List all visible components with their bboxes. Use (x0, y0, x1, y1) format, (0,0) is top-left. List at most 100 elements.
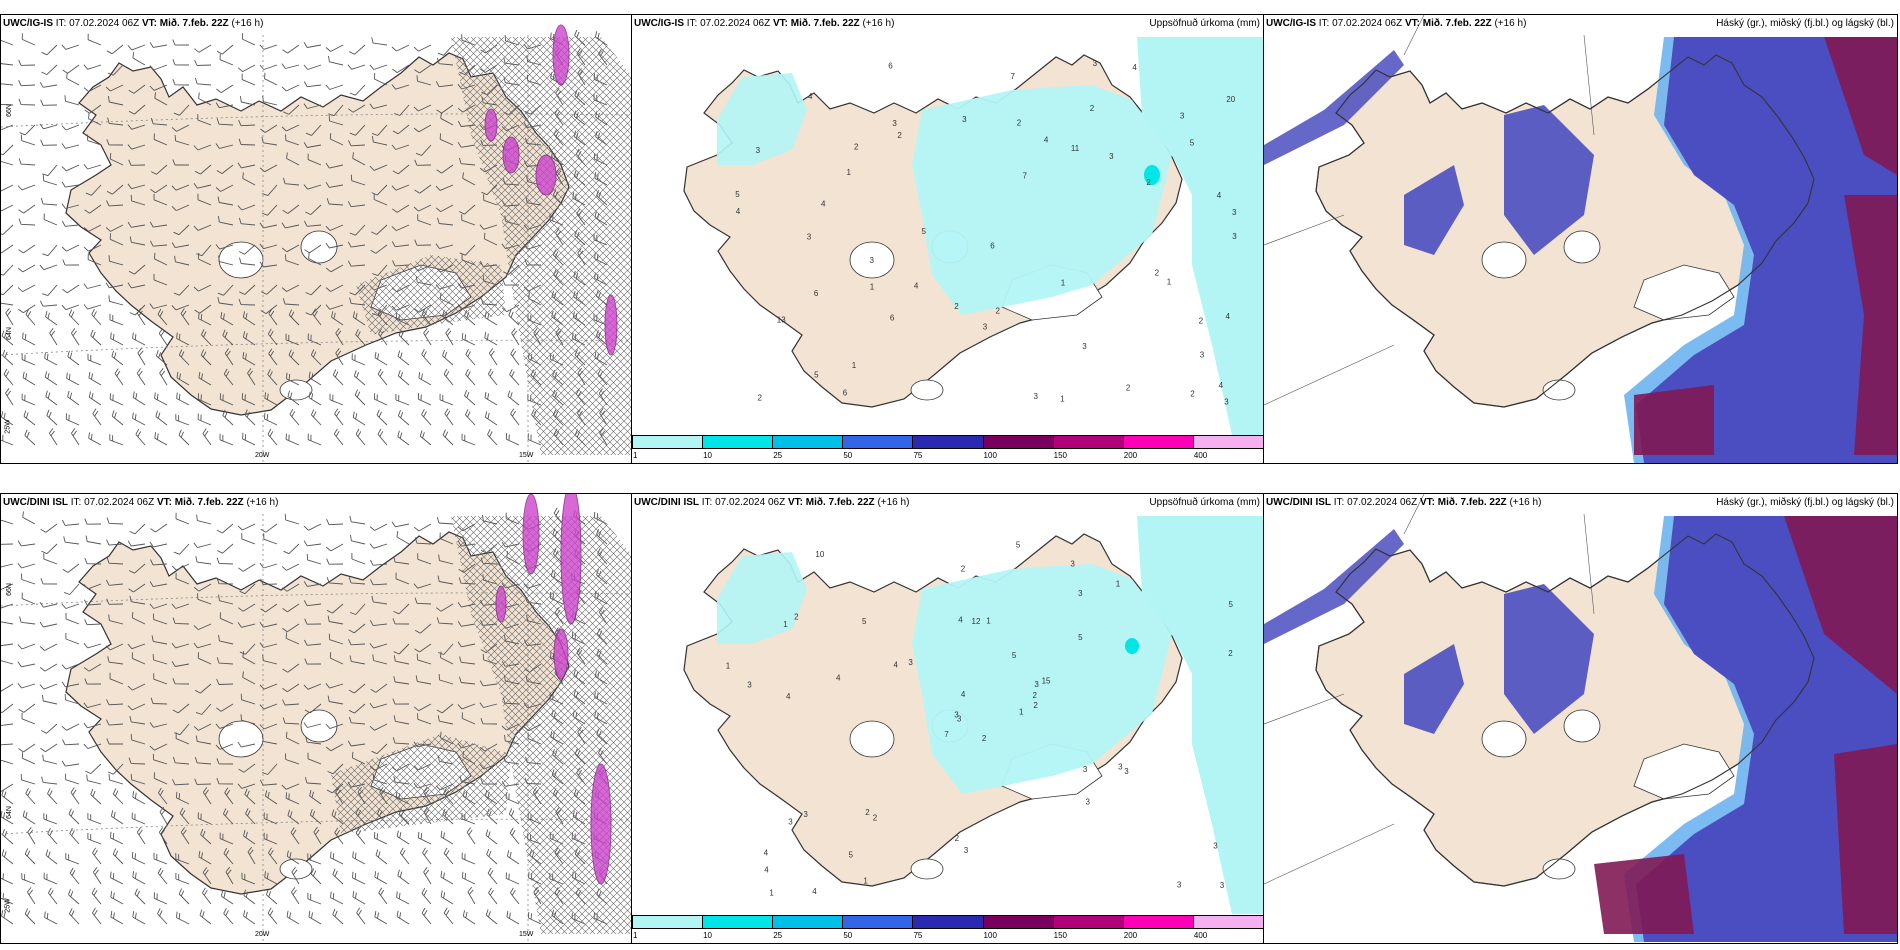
wind-barb (61, 519, 80, 526)
wind-barb (106, 517, 124, 525)
precip-value: 2 (873, 813, 878, 822)
wind-barb (435, 204, 454, 212)
wind-barb (326, 577, 344, 585)
wind-barb (247, 368, 256, 386)
panel-wind-row1: UWC/IG-IS IT: 07.02.2024 06Z VT: Mið. 7.… (0, 14, 632, 464)
wind-barb (178, 349, 190, 366)
wind-barb (355, 329, 366, 346)
precip-value: 5 (735, 190, 740, 199)
wind-barb (291, 887, 300, 905)
wind-barb (109, 434, 124, 446)
wind-barb (128, 84, 146, 94)
wind-barb (219, 53, 234, 66)
wind-barb (268, 348, 278, 366)
wind-barb (335, 328, 344, 346)
wind-barb (152, 753, 168, 765)
lon-label-25: 25W (4, 898, 12, 913)
wind-barb (1, 184, 14, 192)
wind-barb (110, 910, 124, 925)
wind-barb (259, 622, 278, 628)
wind-barb (507, 390, 520, 406)
wind-barb (127, 703, 146, 711)
wind-barb (39, 683, 58, 690)
wind-barb (261, 136, 278, 146)
wind-barb (39, 264, 58, 271)
wind-barb (281, 563, 300, 571)
cloud-mid-west (1404, 165, 1464, 255)
colorbar-tick-label: 25 (773, 931, 783, 940)
wind-barb (70, 787, 80, 805)
precip-cell (535, 154, 557, 196)
wind-barb (304, 244, 322, 254)
wind-barb (41, 64, 58, 76)
wind-barb (335, 348, 344, 366)
wind-barb (282, 298, 300, 306)
wind-barb (83, 164, 102, 170)
precip-value: 3 (803, 810, 808, 819)
wind-barb (307, 752, 322, 765)
wind-barb (42, 164, 58, 177)
precip-cell (590, 763, 612, 885)
wind-barb (325, 304, 344, 310)
wind-barb (41, 543, 58, 555)
precip-cell (502, 136, 520, 174)
wind-barb (438, 554, 454, 565)
wind-barb (152, 654, 168, 665)
wind-barb (87, 253, 102, 266)
wind-barb (373, 831, 388, 845)
wind-barb (83, 642, 102, 649)
wind-barb (1, 519, 14, 525)
wind-barb (216, 577, 234, 585)
precip-value: 7 (944, 730, 949, 739)
wind-barb (371, 595, 388, 605)
wind-barb (413, 124, 432, 133)
wind-barb (149, 743, 168, 751)
wind-barb (393, 655, 410, 665)
wind-barb (224, 787, 234, 805)
wind-barb (440, 830, 454, 845)
wind-barb (62, 64, 80, 74)
wind-barb (63, 536, 80, 545)
wind-barb (61, 663, 80, 670)
wind-barb (194, 44, 212, 53)
wind-barb (260, 124, 278, 133)
colorbar-tick-label: 100 (983, 931, 997, 940)
wind-barb (175, 414, 190, 426)
wind-barb (1, 330, 14, 346)
wind-barb (134, 888, 146, 905)
wind-barb (1, 892, 14, 905)
wind-barb (22, 371, 36, 386)
wind-barb (3, 368, 14, 386)
wind-barb (21, 33, 36, 46)
precip-value: 1 (986, 617, 991, 626)
wind-barb (193, 583, 212, 592)
wind-barb (260, 578, 278, 585)
wind-barb (196, 514, 212, 525)
wind-barb (509, 827, 520, 845)
wind-barb (413, 703, 432, 712)
wind-barb (238, 244, 256, 255)
wind-barb (348, 716, 366, 725)
wind-barb (110, 810, 124, 825)
wind-barb (108, 614, 124, 625)
wind-barb (421, 887, 432, 905)
wind-barb (459, 676, 476, 685)
wind-barb (106, 738, 123, 745)
wind-barb (262, 95, 278, 106)
cloud-high-east (1634, 37, 1897, 455)
wind-barb (197, 252, 212, 266)
wind-barb (332, 369, 344, 386)
precip-values: 2134323131103457544533451215322332324512… (726, 541, 1234, 898)
precip-value: 4 (764, 865, 769, 874)
wind-barb (21, 752, 36, 765)
wind-barb (282, 683, 300, 693)
wind-barb (1, 434, 14, 446)
colorbar-swatch (982, 915, 1054, 929)
wind-barb (86, 134, 102, 146)
precip-area-east (1137, 37, 1263, 435)
wind-barb (377, 428, 388, 446)
lat-label-64: 64N (5, 327, 13, 340)
precip-value: 2 (1126, 383, 1131, 392)
wind-barb (393, 603, 410, 615)
wind-barb (149, 541, 168, 548)
